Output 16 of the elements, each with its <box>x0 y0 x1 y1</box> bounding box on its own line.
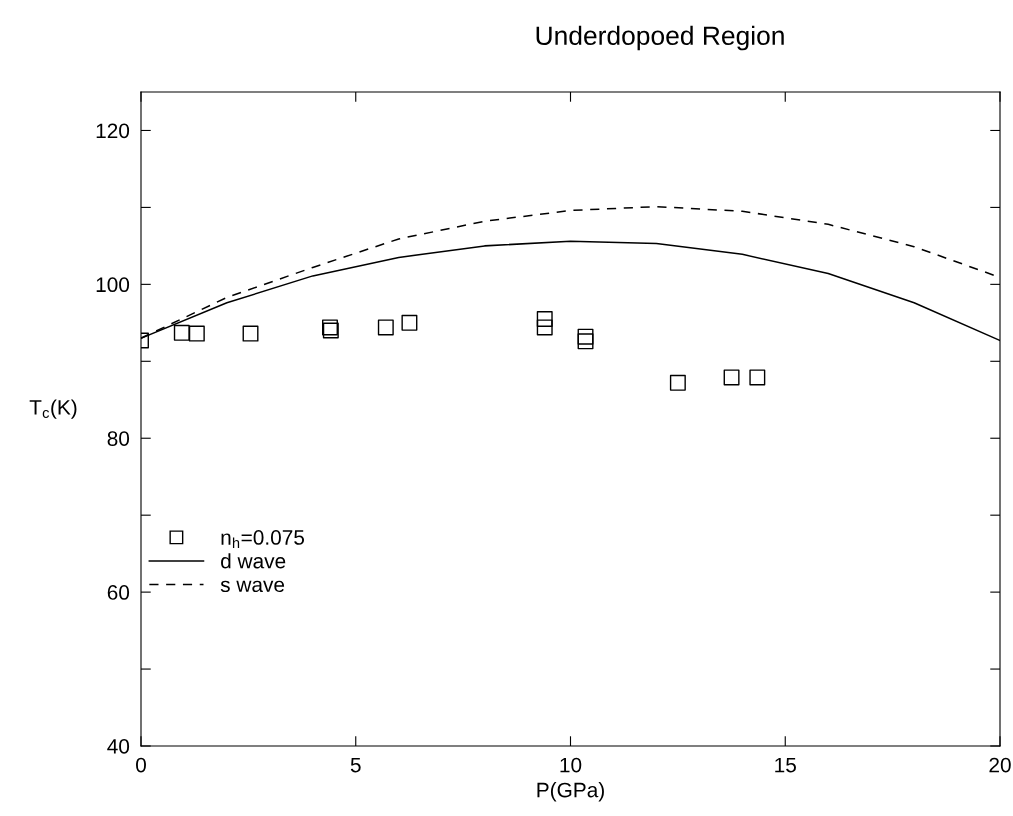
legend-label: n$_{h}$=0.075 <box>221 530 305 548</box>
chart-title: Underdopoed Region <box>536 25 784 51</box>
y-axis-title: T$_{c}$(K) <box>29 399 77 419</box>
y-tick-label: 60 <box>107 585 130 600</box>
y-tick-label: 40 <box>107 739 130 754</box>
x-tick-label: 0 <box>136 757 146 773</box>
x-axis-title: P(GPa) <box>537 782 604 802</box>
x-tick-label: 15 <box>775 757 796 773</box>
legend-label: s wave <box>220 580 285 593</box>
x-tick-label: 10 <box>560 757 582 773</box>
y-tick-label: 80 <box>107 431 130 446</box>
x-tick-label: 20 <box>989 757 1011 773</box>
legend-label: d wave <box>221 553 286 569</box>
x-tick-label: 5 <box>350 757 361 773</box>
y-tick-label: 100 <box>96 277 130 293</box>
y-tick-label: 120 <box>96 123 130 139</box>
